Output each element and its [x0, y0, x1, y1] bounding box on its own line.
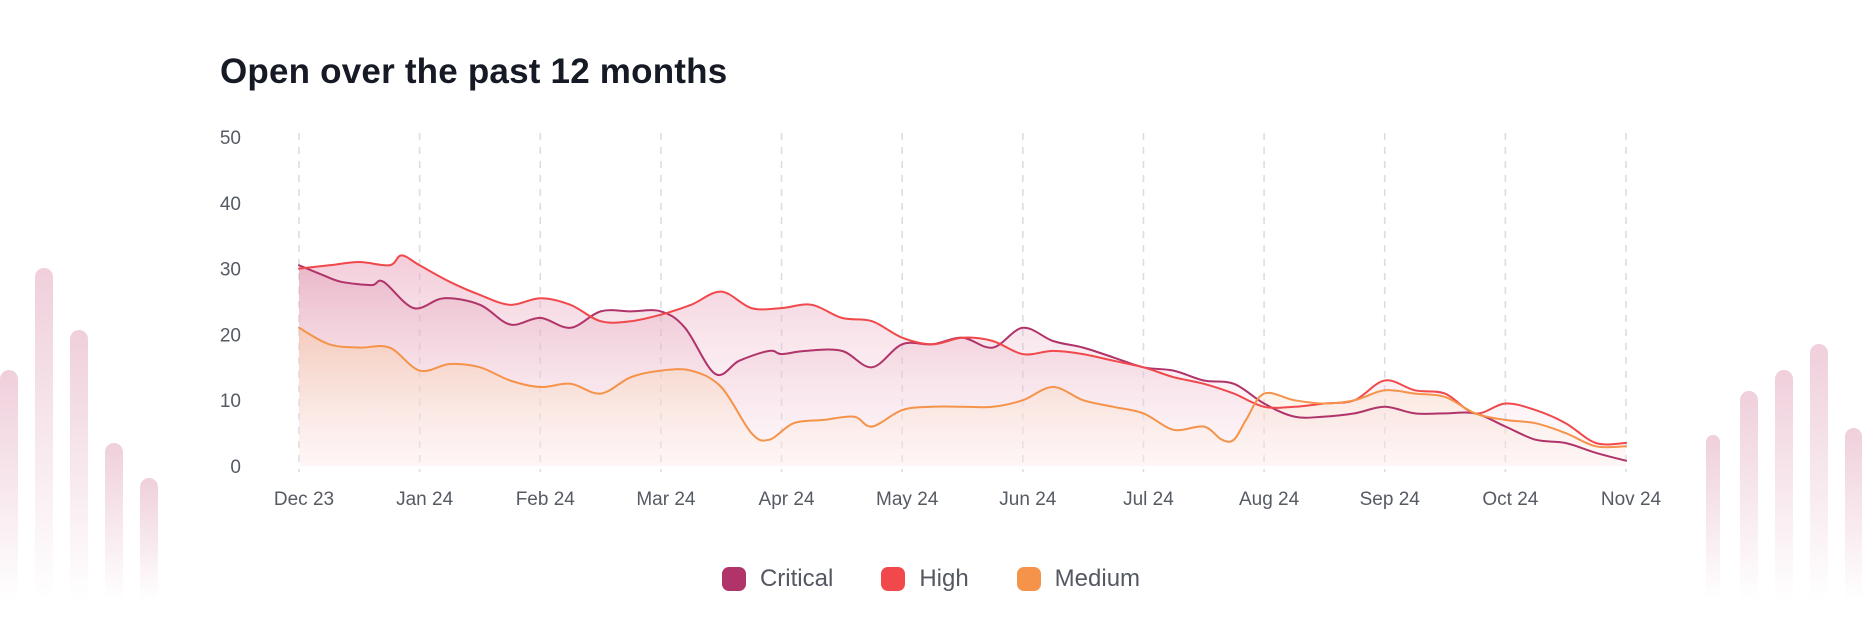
y-tick-label: 0 — [230, 457, 241, 478]
decorative-bar — [1706, 435, 1720, 600]
decorative-bar — [1740, 391, 1758, 600]
legend-label-medium: Medium — [1054, 565, 1141, 592]
decorative-bar — [105, 443, 123, 600]
y-tick-label: 30 — [220, 260, 241, 281]
y-tick-label: 40 — [220, 194, 241, 215]
legend-label-critical: Critical — [759, 565, 834, 592]
decorative-bar — [140, 478, 158, 600]
decorative-bar — [35, 268, 53, 600]
legend-label-high: High — [919, 565, 969, 592]
decorative-bar — [1810, 344, 1828, 600]
x-tick-label: Jan 24 — [396, 489, 453, 510]
legend-item-critical[interactable]: Critical — [721, 565, 834, 593]
decorative-bar — [0, 370, 18, 600]
series-line-medium[interactable] — [298, 326, 1627, 449]
series-line-high[interactable] — [298, 254, 1627, 446]
x-tick-label: Oct 24 — [1482, 489, 1538, 510]
x-tick-label: Sep 24 — [1360, 489, 1421, 510]
legend-item-medium[interactable]: Medium — [1016, 565, 1141, 593]
x-tick-label: Jun 24 — [999, 489, 1056, 510]
legend-swatch-critical — [721, 567, 746, 591]
chart-title: Open over the past 12 months — [220, 52, 728, 91]
decorative-bar — [1775, 370, 1793, 600]
legend-swatch-high — [881, 567, 906, 591]
decorative-bar — [70, 330, 88, 600]
x-tick-label: Apr 24 — [759, 489, 815, 510]
legend-item-high[interactable]: High — [881, 565, 969, 593]
x-tick-label: Nov 24 — [1601, 489, 1662, 510]
x-tick-label: Aug 24 — [1239, 489, 1300, 510]
chart-legend: Critical High Medium — [0, 565, 1862, 593]
area-medium — [299, 327, 1626, 466]
y-tick-label: 20 — [220, 325, 241, 346]
decorative-bar — [1845, 428, 1862, 600]
x-tick-label: Dec 23 — [274, 489, 334, 510]
y-tick-label: 50 — [220, 128, 241, 149]
x-tick-label: Mar 24 — [636, 489, 696, 510]
y-tick-label: 10 — [220, 391, 241, 412]
x-tick-label: May 24 — [876, 489, 939, 510]
x-tick-label: Jul 24 — [1123, 489, 1174, 510]
x-tick-label: Feb 24 — [516, 489, 576, 510]
legend-swatch-medium — [1016, 567, 1041, 591]
